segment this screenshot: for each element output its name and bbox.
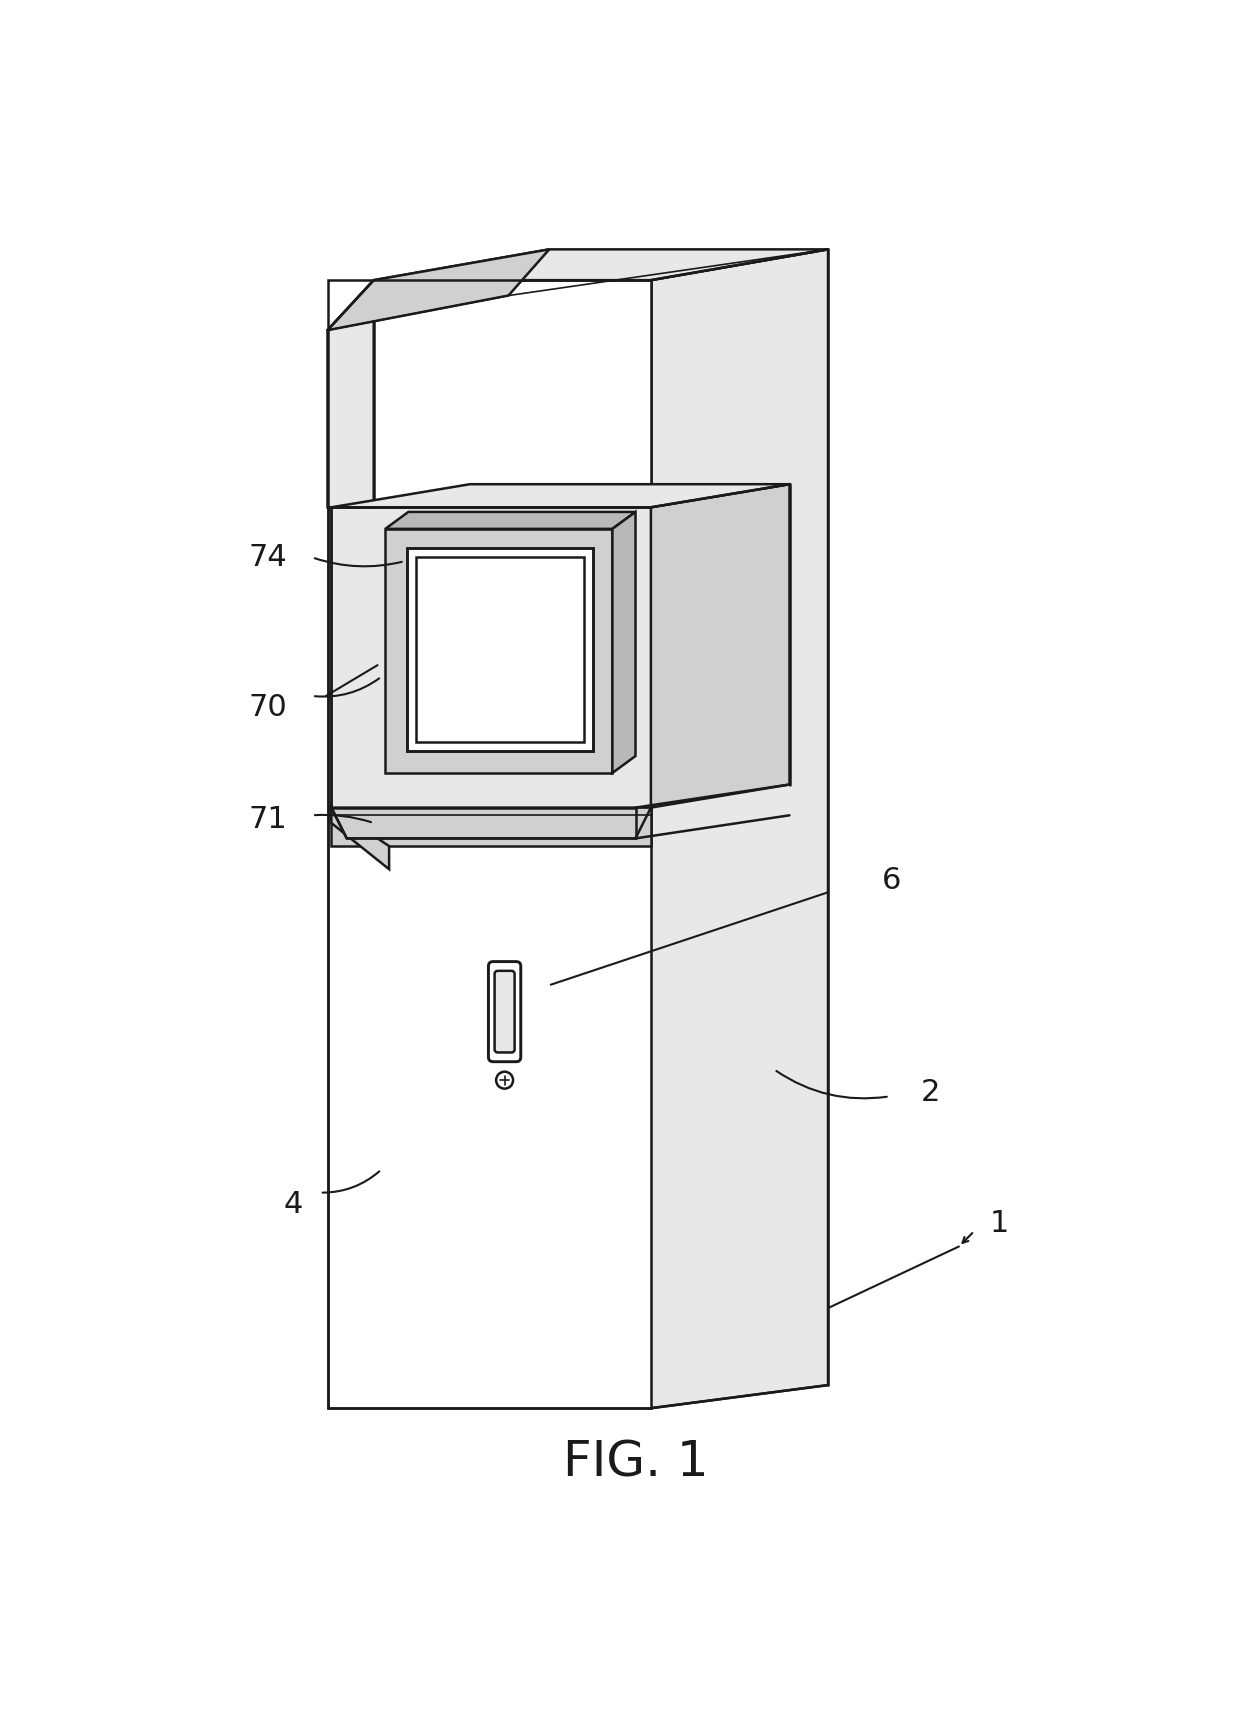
Polygon shape [331,807,651,838]
Polygon shape [373,279,651,507]
Polygon shape [386,530,613,773]
Polygon shape [386,512,635,530]
Text: 1: 1 [990,1209,1009,1239]
Polygon shape [331,485,790,507]
Text: 74: 74 [249,543,288,573]
Polygon shape [331,807,389,869]
FancyBboxPatch shape [495,971,515,1052]
Polygon shape [651,485,790,807]
Polygon shape [327,279,651,1408]
Text: 71: 71 [249,804,288,833]
Polygon shape [407,549,593,752]
Polygon shape [651,250,828,1408]
Text: 6: 6 [882,866,901,895]
Polygon shape [331,807,651,845]
Text: 4: 4 [283,1190,303,1218]
Polygon shape [417,557,584,742]
Text: 70: 70 [249,693,288,723]
Polygon shape [613,512,635,773]
Polygon shape [373,250,828,279]
Text: 2: 2 [920,1078,940,1107]
Polygon shape [327,250,549,329]
FancyBboxPatch shape [489,961,521,1061]
Circle shape [496,1071,513,1088]
Text: FIG. 1: FIG. 1 [563,1439,708,1487]
Polygon shape [331,507,651,807]
Polygon shape [327,279,373,507]
